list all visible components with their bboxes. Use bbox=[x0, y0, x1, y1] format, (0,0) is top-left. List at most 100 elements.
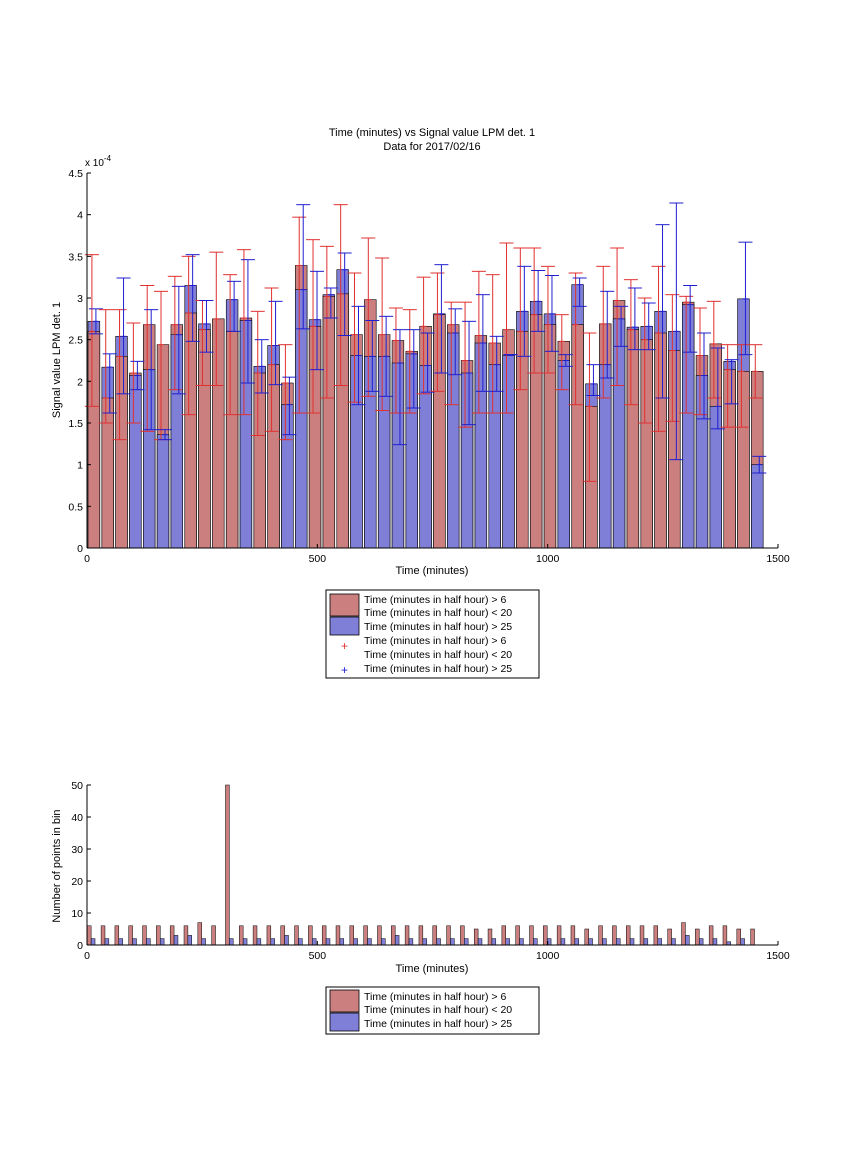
legend-blue-marker: + bbox=[341, 663, 348, 677]
count-bar bbox=[588, 938, 593, 946]
count-bar bbox=[183, 925, 189, 946]
legend-red-marker: + bbox=[341, 639, 348, 653]
count-bar bbox=[529, 925, 534, 946]
x-axis-label: Time (minutes) bbox=[396, 565, 469, 577]
count-bar bbox=[436, 938, 441, 946]
bar bbox=[350, 355, 363, 549]
bar bbox=[751, 464, 764, 549]
y-tick-label: 3 bbox=[77, 293, 83, 305]
bar bbox=[129, 375, 142, 549]
y-tick-label: 4.5 bbox=[68, 168, 83, 180]
count-bar bbox=[667, 928, 672, 946]
count-bar bbox=[252, 925, 258, 946]
count-bar bbox=[681, 922, 686, 946]
count-bar bbox=[156, 925, 161, 946]
count-bar bbox=[266, 925, 272, 946]
count-bar bbox=[201, 938, 206, 946]
bar bbox=[267, 364, 280, 549]
y-tick-label: 20 bbox=[71, 876, 83, 888]
count-bar bbox=[487, 928, 493, 946]
bar bbox=[529, 314, 543, 549]
y-tick-label: 2.5 bbox=[68, 335, 83, 347]
y-axis-label: Signal value LPM det. 1 bbox=[51, 302, 63, 418]
bar bbox=[170, 334, 184, 549]
y-tick-label: 10 bbox=[71, 908, 83, 920]
count-bar bbox=[712, 938, 718, 946]
count-bar bbox=[519, 938, 524, 946]
count-bar bbox=[173, 935, 179, 946]
count-bar bbox=[408, 938, 414, 946]
signal-legend: Time (minutes in half hour) > 6 Time (mi… bbox=[325, 589, 540, 679]
count-bar bbox=[740, 938, 745, 946]
count-bar bbox=[473, 928, 479, 946]
y-axis-label: Number of points in bin bbox=[51, 809, 63, 922]
bar bbox=[225, 331, 239, 549]
count-bar bbox=[363, 925, 368, 946]
y-tick-label: 40 bbox=[71, 812, 83, 824]
count-bar bbox=[574, 938, 579, 946]
count-bar bbox=[169, 925, 175, 946]
count-bar bbox=[377, 925, 382, 946]
bar bbox=[364, 356, 377, 549]
count-bar bbox=[616, 938, 621, 946]
bar bbox=[115, 356, 128, 549]
count-bar bbox=[639, 925, 645, 946]
count-bar bbox=[242, 938, 248, 946]
count-bar bbox=[104, 938, 110, 946]
count-bar bbox=[584, 928, 589, 946]
x-tick-label: 1000 bbox=[536, 950, 560, 962]
count-bar bbox=[128, 925, 133, 946]
count-bar bbox=[464, 938, 469, 946]
count-bar bbox=[432, 925, 437, 946]
count-bar bbox=[657, 938, 662, 946]
count-bar bbox=[339, 938, 345, 946]
count-bar bbox=[570, 925, 576, 946]
count-bar bbox=[394, 935, 400, 946]
count-bar bbox=[708, 925, 714, 946]
count-bar bbox=[722, 925, 728, 946]
x-tick-label: 500 bbox=[309, 553, 327, 565]
count-bar bbox=[391, 925, 396, 946]
bar bbox=[184, 312, 197, 549]
count-bar bbox=[626, 925, 631, 946]
count-bar bbox=[643, 938, 649, 946]
x-tick-label: 1000 bbox=[536, 553, 560, 565]
count-bar bbox=[321, 925, 327, 946]
bar bbox=[737, 371, 750, 549]
count-bar bbox=[114, 925, 120, 946]
bar bbox=[612, 318, 626, 549]
bar bbox=[391, 362, 405, 549]
y-tick-label: 1 bbox=[77, 460, 83, 472]
bar bbox=[654, 332, 667, 549]
bar bbox=[709, 406, 722, 549]
count-bar bbox=[159, 938, 165, 946]
legend-label: Time (minutes in half hour) > 25 bbox=[364, 621, 512, 633]
count-bar bbox=[671, 938, 676, 946]
y-tick-label: 0.5 bbox=[68, 501, 83, 513]
bar bbox=[460, 372, 474, 549]
bar bbox=[640, 339, 653, 549]
count-bar bbox=[87, 925, 92, 946]
legend-label: Time (minutes in half hour) < 20 bbox=[364, 1004, 512, 1016]
count-bar bbox=[653, 925, 659, 946]
count-bar bbox=[100, 925, 106, 946]
bar bbox=[253, 372, 266, 549]
count-bar bbox=[187, 935, 193, 946]
count-bar bbox=[256, 938, 262, 946]
count-bar bbox=[294, 925, 299, 946]
legend-label: Time (minutes in half hour) > 6 bbox=[364, 594, 506, 606]
signal-tick-labels: 0 500 1000 1500 0 0.5 1 1.5 2 2.5 3 3.5 4 4.5 bbox=[68, 168, 789, 565]
signal-axes bbox=[86, 173, 778, 549]
count-bar bbox=[90, 938, 96, 946]
x-tick-label: 500 bbox=[309, 950, 327, 962]
bar bbox=[695, 375, 709, 549]
y-exponent-label: x 10-4 bbox=[85, 154, 112, 169]
bar bbox=[433, 314, 446, 549]
y-tick-label: 4 bbox=[77, 210, 83, 222]
bar bbox=[143, 369, 156, 549]
count-bar bbox=[685, 935, 690, 946]
signal-error-bars bbox=[84, 202, 767, 482]
legend-blue-swatch bbox=[329, 616, 360, 636]
count-bar bbox=[211, 925, 216, 946]
bar bbox=[723, 369, 736, 549]
